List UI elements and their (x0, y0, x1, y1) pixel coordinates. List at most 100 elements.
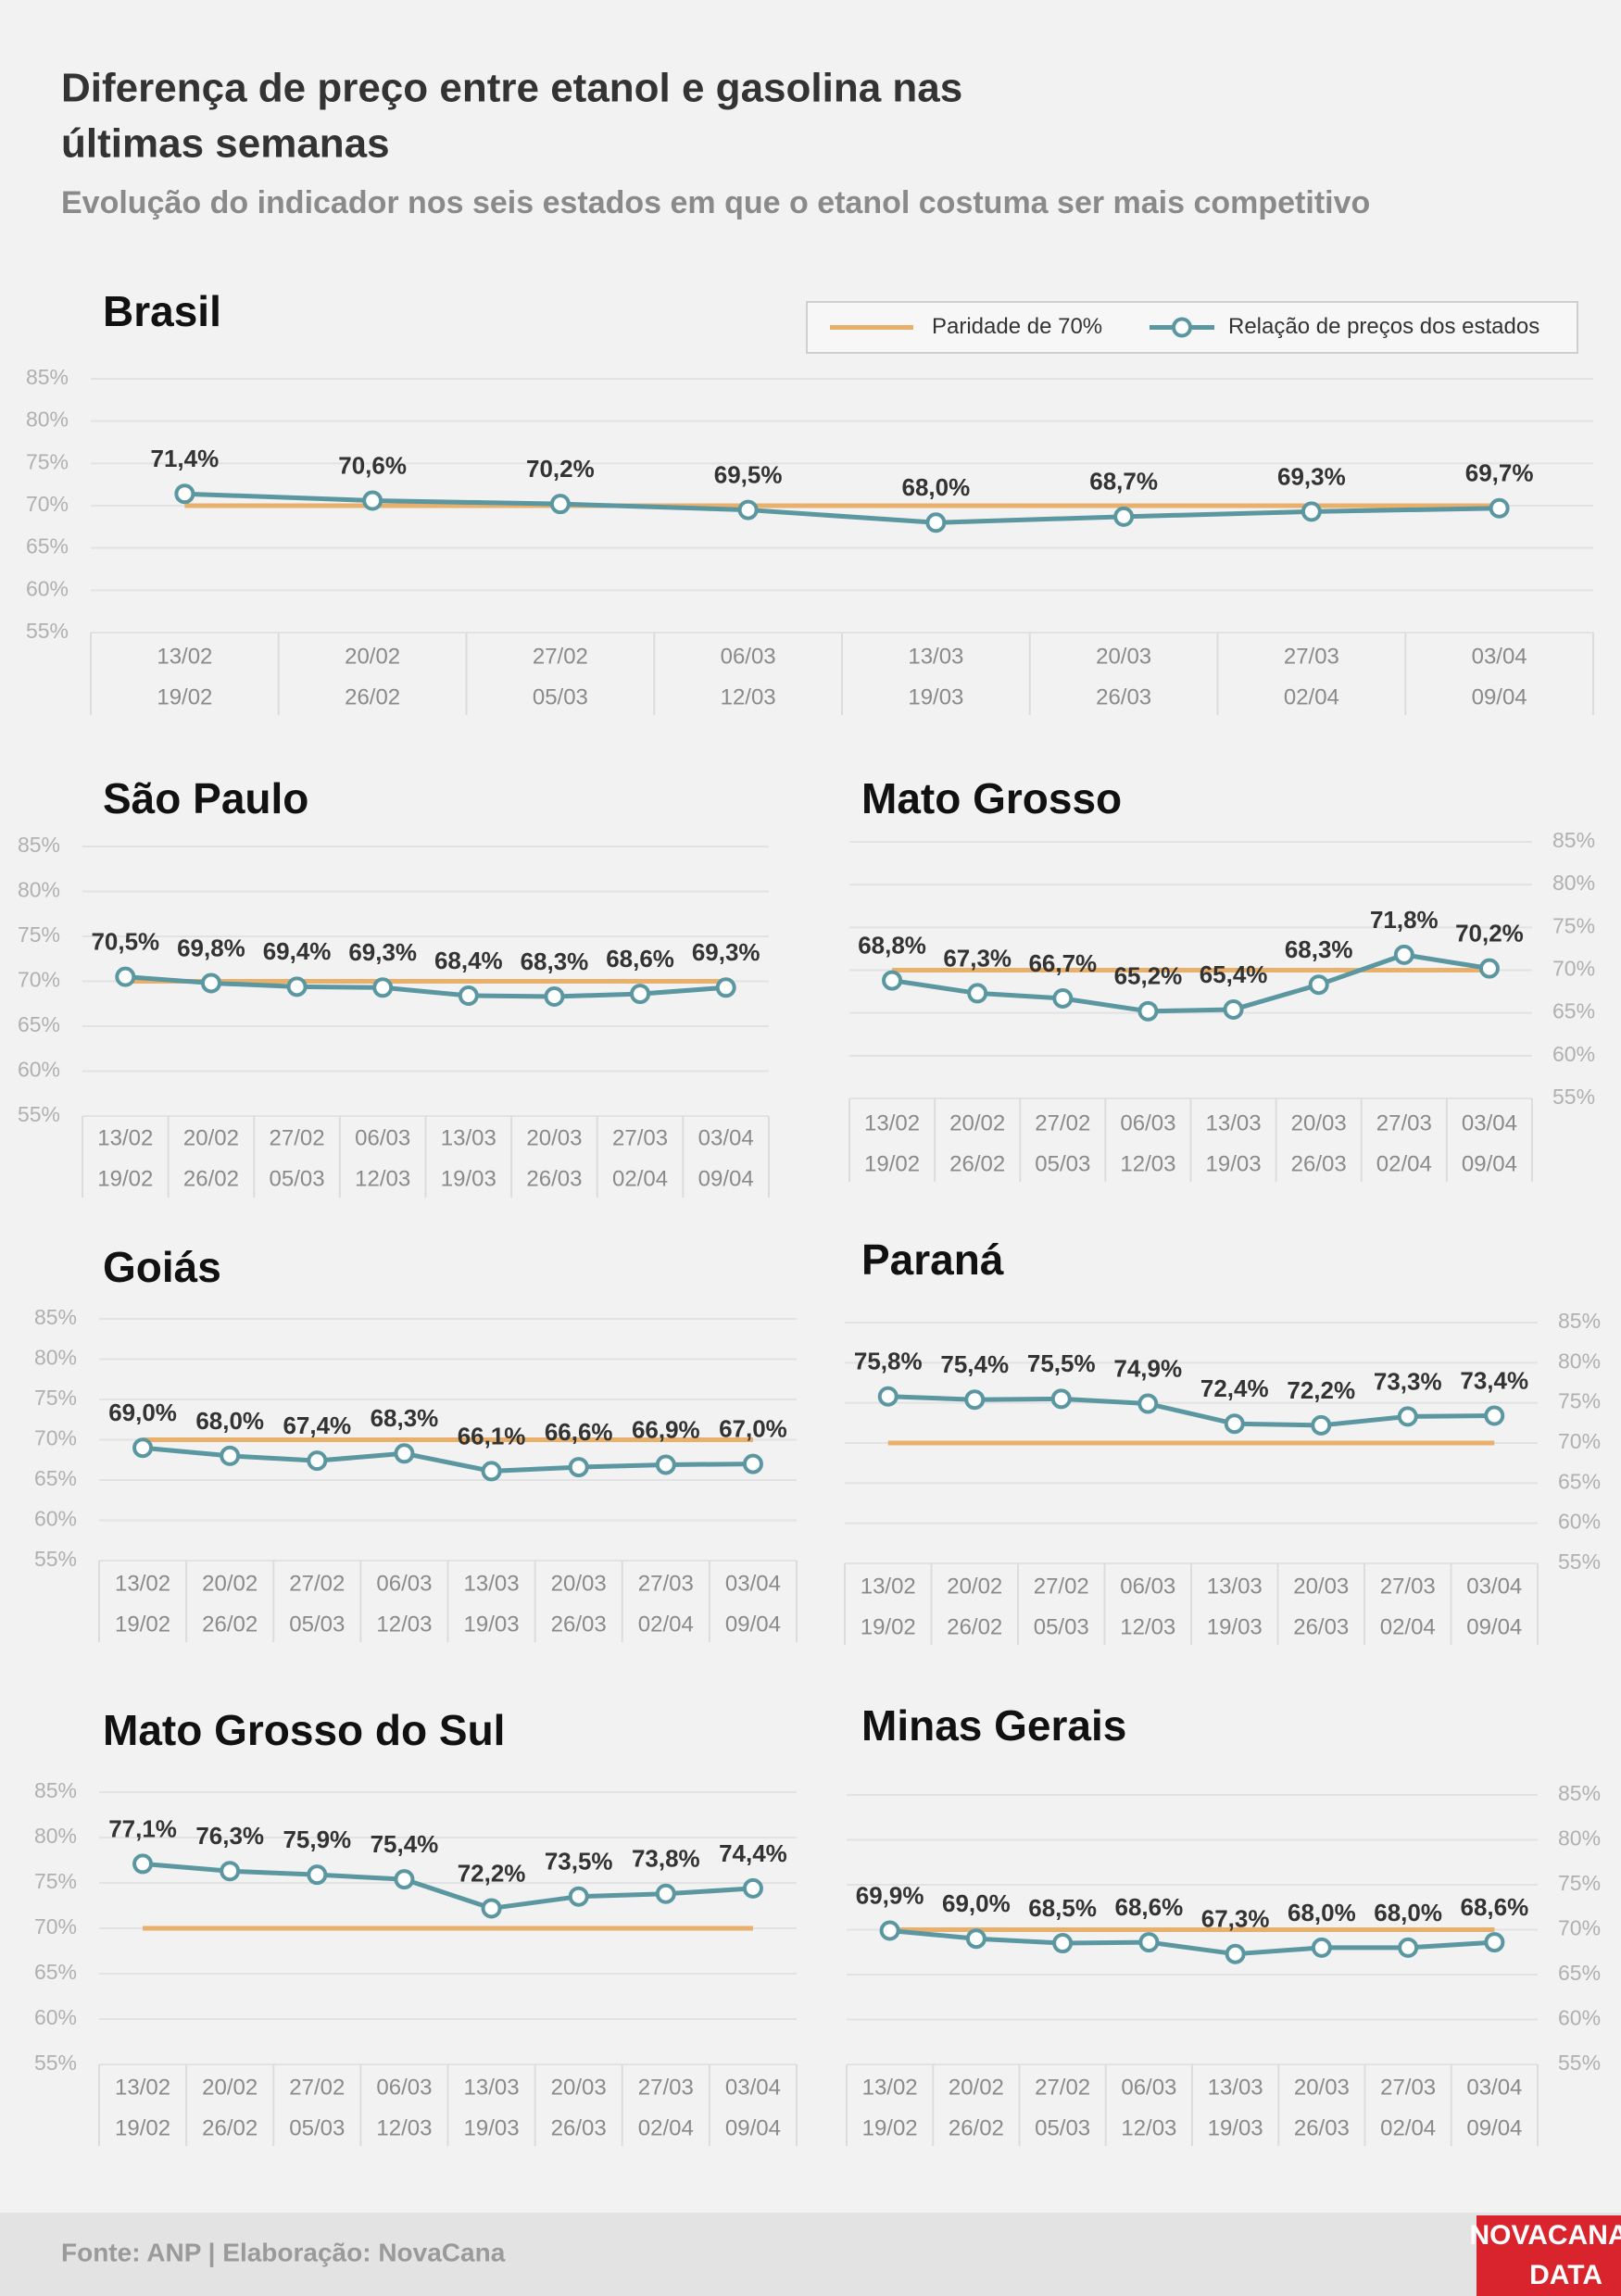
x-tick-label: 26/02 (949, 2115, 1004, 2140)
data-point (1225, 1943, 1246, 1964)
data-point (174, 483, 195, 505)
data-point (1489, 497, 1510, 519)
value-label: 67,4% (283, 1411, 351, 1439)
value-label: 73,4% (1460, 1366, 1528, 1394)
series-line (142, 1861, 754, 1911)
y-tick-label: 75% (26, 449, 69, 473)
data-point (1484, 1405, 1505, 1426)
data-point (655, 1883, 676, 1904)
value-label: 69,3% (348, 938, 417, 966)
data-point (481, 1898, 502, 1919)
x-tick-label: 26/03 (526, 1166, 582, 1191)
x-tick-label: 20/03 (1294, 2075, 1350, 2100)
x-tick-label: 02/04 (612, 1166, 668, 1191)
y-tick-label: 65% (1558, 1469, 1601, 1493)
x-tick-label: 12/03 (355, 1166, 410, 1191)
data-point (882, 970, 903, 991)
legend-swatch (1172, 317, 1192, 338)
x-tick-label: 09/04 (1466, 2115, 1522, 2140)
value-label: 76,3% (195, 1822, 264, 1850)
value-label: 73,5% (545, 1848, 613, 1876)
data-point (877, 1386, 898, 1407)
data-point (1113, 506, 1135, 527)
x-tick-label: 13/03 (1208, 2075, 1263, 2100)
x-tick-label: 19/02 (115, 2115, 170, 2140)
value-label: 68,6% (1115, 1893, 1184, 1921)
value-label: 69,5% (714, 460, 783, 488)
x-tick-label: 09/04 (1466, 1614, 1522, 1639)
value-label: 75,5% (1027, 1349, 1096, 1377)
x-tick-label: 09/04 (725, 2115, 781, 2140)
series-line (125, 974, 726, 999)
value-label: 68,3% (521, 947, 589, 975)
x-tick-label: 03/04 (698, 1125, 754, 1150)
x-tick-label: 20/02 (183, 1125, 239, 1150)
data-point (220, 1445, 241, 1466)
x-tick-label: 20/02 (947, 1574, 1002, 1599)
chart-title: Brasil (103, 287, 221, 335)
y-tick-label: 80% (34, 1824, 77, 1848)
value-label: 72,4% (1200, 1374, 1269, 1402)
x-tick-label: 26/03 (1096, 684, 1151, 709)
x-tick-label: 19/03 (1207, 1614, 1263, 1639)
x-tick-label: 13/03 (464, 1571, 520, 1596)
value-label: 69,7% (1465, 459, 1534, 487)
y-tick-label: 85% (34, 1778, 77, 1802)
value-label: 67,0% (719, 1414, 787, 1442)
value-label: 66,7% (1028, 949, 1097, 977)
data-point (1138, 1932, 1160, 1953)
data-point (630, 984, 651, 1005)
value-label: 74,9% (1113, 1354, 1182, 1382)
logo-text: DATA (1529, 2260, 1602, 2290)
data-point (1137, 1000, 1159, 1022)
value-label: 75,9% (283, 1826, 351, 1853)
data-point (1311, 1414, 1332, 1436)
value-label: 68,8% (858, 931, 926, 959)
y-tick-label: 80% (18, 878, 60, 902)
y-tick-label: 70% (1552, 957, 1595, 981)
value-label: 73,8% (632, 1845, 700, 1873)
y-tick-label: 55% (34, 1547, 77, 1571)
x-tick-label: 05/03 (533, 684, 588, 709)
data-point (220, 1861, 241, 1882)
x-tick-label: 27/02 (1035, 2075, 1090, 2100)
value-label: 68,4% (434, 947, 503, 974)
y-tick-label: 65% (34, 1466, 77, 1490)
y-tick-label: 60% (1552, 1042, 1595, 1066)
x-tick-label: 19/03 (1208, 2115, 1263, 2140)
x-tick-label: 13/03 (1207, 1574, 1263, 1599)
x-tick-label: 26/03 (551, 2115, 607, 2140)
data-point (307, 1450, 328, 1472)
y-tick-label: 55% (1558, 2051, 1601, 2075)
x-tick-label: 03/04 (1462, 1110, 1517, 1135)
y-tick-label: 80% (26, 408, 69, 432)
data-point (742, 1453, 763, 1474)
y-tick-label: 70% (26, 492, 69, 516)
y-tick-label: 55% (18, 1102, 60, 1126)
x-tick-label: 27/02 (289, 2075, 345, 2100)
y-tick-label: 60% (34, 1507, 77, 1531)
data-point (372, 977, 394, 998)
footer (0, 2213, 1621, 2296)
x-tick-label: 03/04 (1472, 644, 1527, 669)
chart-title: Paraná (861, 1236, 1004, 1284)
value-label: 67,3% (943, 944, 1012, 972)
x-tick-label: 20/02 (345, 644, 400, 669)
value-label: 68,0% (1288, 1899, 1356, 1926)
series-line (184, 491, 1500, 525)
value-label: 68,6% (606, 945, 674, 972)
x-tick-label: 19/02 (97, 1166, 153, 1191)
x-tick-label: 26/02 (947, 1614, 1002, 1639)
x-tick-label: 27/02 (1034, 1574, 1089, 1599)
x-tick-label: 20/03 (551, 1571, 607, 1596)
value-label: 77,1% (108, 1814, 177, 1842)
y-tick-label: 55% (34, 2051, 77, 2075)
y-tick-label: 70% (34, 1426, 77, 1450)
x-tick-label: 09/04 (1472, 684, 1527, 709)
x-tick-label: 27/03 (1284, 644, 1339, 669)
value-label: 71,8% (1370, 906, 1439, 934)
y-tick-label: 55% (26, 619, 69, 643)
x-tick-label: 13/03 (441, 1125, 496, 1150)
value-label: 68,0% (902, 473, 971, 501)
x-tick-label: 19/03 (908, 684, 963, 709)
